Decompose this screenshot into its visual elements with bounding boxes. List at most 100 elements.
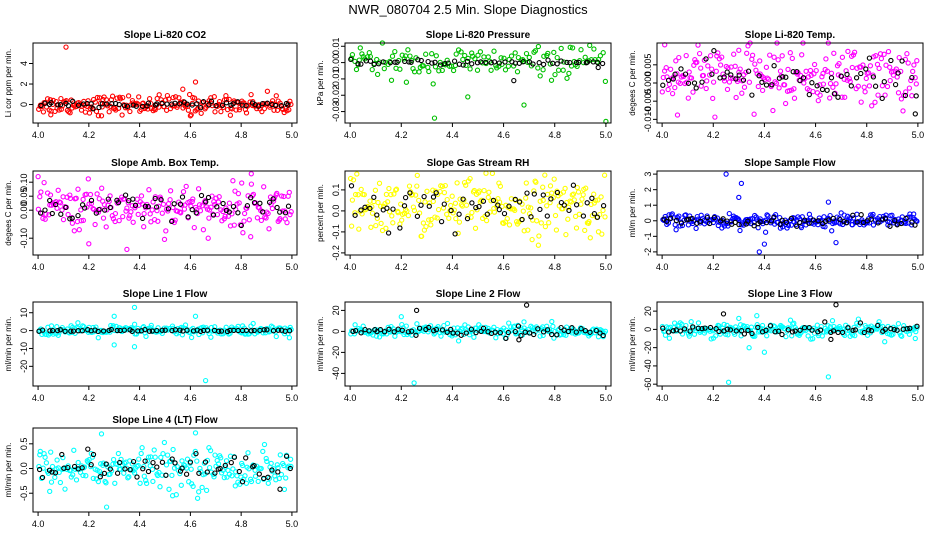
- data-point: [583, 185, 589, 191]
- data-point: [418, 57, 424, 64]
- data-point: [845, 48, 851, 55]
- data-point: [194, 458, 200, 464]
- data-point: [753, 324, 759, 330]
- data-point: [861, 329, 867, 336]
- data-point: [879, 216, 886, 222]
- data-point: [898, 96, 905, 102]
- data-point: [281, 462, 287, 469]
- data-point: [277, 216, 283, 222]
- data-point: [350, 328, 356, 335]
- data-point: [49, 469, 55, 475]
- data-point: [407, 53, 413, 59]
- y-axis-label: ml/min per min.: [628, 317, 637, 372]
- data-point: [751, 223, 757, 229]
- data-point: [681, 217, 687, 224]
- data-point: [905, 60, 911, 66]
- y-tick-label: -0.03: [331, 101, 341, 122]
- data-point: [453, 51, 459, 57]
- data-point: [584, 200, 590, 206]
- data-point: [226, 96, 232, 103]
- data-point: [105, 196, 111, 202]
- data-point: [106, 109, 112, 115]
- data-point: [348, 183, 355, 189]
- data-point: [877, 51, 884, 57]
- data-point: [469, 200, 475, 206]
- data-point: [281, 486, 288, 493]
- data-point: [199, 203, 205, 209]
- data-point: [456, 219, 463, 225]
- x-tick-label: 4.6: [184, 262, 197, 272]
- data-point: [723, 171, 729, 177]
- data-point: [587, 42, 593, 49]
- x-tick-label: 4.2: [395, 130, 408, 140]
- data-point: [890, 68, 896, 75]
- data-point: [878, 55, 885, 62]
- data-point: [833, 81, 839, 87]
- data-point: [432, 59, 438, 65]
- data-point: [265, 480, 271, 486]
- data-point: [188, 466, 194, 472]
- data-point: [235, 99, 241, 105]
- y-axis-label: Li cor ppm per min.: [4, 49, 13, 117]
- data-point: [484, 211, 490, 217]
- data-point: [269, 205, 276, 212]
- data-point: [397, 66, 403, 72]
- data-point: [154, 207, 160, 214]
- data-point: [670, 76, 676, 82]
- y-tick-label: -0.02: [331, 85, 341, 106]
- data-point: [274, 190, 280, 197]
- data-point: [231, 454, 238, 460]
- y-tick-label: 20: [331, 305, 341, 315]
- data-point: [375, 199, 381, 206]
- data-point: [47, 328, 53, 334]
- data-point: [425, 64, 431, 71]
- data-point: [409, 191, 416, 198]
- data-point: [398, 314, 404, 320]
- data-point: [727, 327, 734, 333]
- data-point: [589, 195, 595, 201]
- data-point: [688, 319, 694, 325]
- x-tick-label: 4.8: [235, 393, 248, 403]
- data-point: [367, 205, 373, 212]
- data-point: [481, 54, 487, 60]
- data-point: [372, 187, 379, 193]
- data-point: [424, 188, 430, 194]
- data-point: [790, 69, 796, 75]
- data-point: [533, 179, 539, 185]
- data-point: [158, 454, 164, 461]
- data-point: [112, 480, 118, 486]
- data-point: [169, 493, 176, 499]
- y-tick-label: -40: [643, 359, 653, 372]
- data-point: [800, 75, 807, 81]
- data-point: [519, 216, 525, 223]
- data-point: [254, 215, 261, 221]
- data-point: [858, 70, 864, 77]
- data-point: [789, 329, 796, 335]
- y-axis-label: kPa per min.: [316, 61, 325, 106]
- plot-frame: [32, 42, 298, 124]
- data-point: [203, 487, 210, 494]
- y-axis-label: degees C per min.: [4, 180, 13, 245]
- data-point: [436, 68, 442, 74]
- data-point: [771, 63, 777, 69]
- data-point: [562, 185, 568, 192]
- data-point: [694, 220, 700, 226]
- data-point: [591, 211, 598, 217]
- x-tick-label: 4.8: [548, 262, 561, 272]
- data-point: [820, 70, 826, 77]
- data-point: [159, 210, 165, 216]
- data-point: [558, 324, 564, 331]
- x-tick-label: 4.4: [758, 130, 771, 140]
- data-point: [794, 68, 800, 75]
- data-point: [152, 195, 158, 202]
- data-point: [537, 198, 543, 204]
- data-point: [190, 196, 196, 202]
- data-point: [145, 100, 152, 106]
- data-point: [738, 328, 745, 334]
- data-point: [103, 504, 110, 510]
- x-tick-label: 4.0: [344, 262, 357, 272]
- data-point: [218, 328, 225, 334]
- data-point: [223, 458, 230, 464]
- data-point: [124, 205, 130, 211]
